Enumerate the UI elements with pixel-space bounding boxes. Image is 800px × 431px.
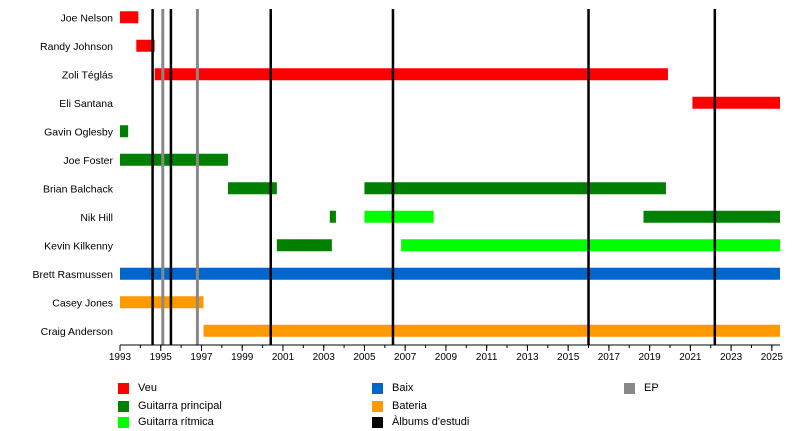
bar-gavin-oglesby-lead-guitar <box>120 125 129 138</box>
x-tick-label-2003: 2003 <box>313 352 336 363</box>
x-tick-label-1995: 1995 <box>150 352 173 363</box>
member-label-brian-balchack: Brian Balchack <box>43 183 114 195</box>
legend-swatch-vocals <box>118 383 129 394</box>
member-label-craig-anderson: Craig Anderson <box>41 326 114 338</box>
legend-swatch-bass <box>372 383 383 394</box>
bar-zoli-teglas-vocals <box>154 68 668 81</box>
bar-craig-anderson-drums <box>203 324 780 337</box>
member-label-joe-nelson: Joe Nelson <box>60 12 113 24</box>
legend-label-vocals: Veu <box>138 382 157 394</box>
legend-swatch-ep <box>624 383 635 394</box>
member-label-gavin-oglesby: Gavin Oglesby <box>44 126 114 138</box>
member-label-kevin-kilkenny: Kevin Kilkenny <box>44 240 114 252</box>
timeline-chart: Joe Nelson Randy Johnson Zoli Téglás Eli Sa… <box>32 9 784 363</box>
bar-brett-rasmussen-bass <box>120 267 780 280</box>
x-tick-label-2011: 2011 <box>476 352 498 363</box>
legend-swatch-rhythm-guitar <box>118 417 129 428</box>
x-tick-label-2009: 2009 <box>435 352 458 363</box>
x-tick-label-1999: 1999 <box>231 352 254 363</box>
member-label-randy-johnson: Randy Johnson <box>40 41 113 53</box>
x-tick-label-2025: 2025 <box>761 352 784 363</box>
bar-eli-santana-vocals <box>692 96 780 109</box>
x-tick-label-2019: 2019 <box>639 352 662 363</box>
member-label-nik-hill: Nik Hill <box>80 212 113 224</box>
x-tick-label-2021: 2021 <box>679 352 702 363</box>
member-label-zoli-teglas: Zoli Téglás <box>62 69 113 81</box>
x-tick-label-2023: 2023 <box>720 352 743 363</box>
x-tick-label-2015: 2015 <box>557 352 580 363</box>
legend-label-ep: EP <box>644 382 659 394</box>
member-label-brett-rasmussen: Brett Rasmussen <box>32 269 113 281</box>
bar-joe-foster-lead-guitar <box>120 153 228 166</box>
member-label-casey-jones: Casey Jones <box>52 297 113 309</box>
bar-brian-balchack-lead-guitar <box>227 182 277 195</box>
legend-label-studio-albums: Àlbums d'estudi <box>392 416 470 428</box>
legend-label-lead-guitar: Guitarra principal <box>138 400 222 412</box>
bar-kevin-kilkenny-lead-guitar <box>276 239 332 252</box>
legend-label-rhythm-guitar: Guitarra rítmica <box>138 416 214 428</box>
bar-randy-johnson-vocals <box>136 39 155 52</box>
x-tick-label-2001: 2001 <box>272 352 295 363</box>
bar-nik-hill-lead-guitar <box>643 210 780 223</box>
legend-swatch-studio-albums <box>372 417 383 428</box>
legend-swatch-drums <box>372 401 383 412</box>
x-tick-label-2013: 2013 <box>516 352 539 363</box>
bar-brian-balchack-lead-guitar <box>364 182 666 195</box>
bar-kevin-kilkenny-rhythm-guitar <box>401 239 780 252</box>
member-label-eli-santana: Eli Santana <box>59 98 113 110</box>
x-tick-label-2005: 2005 <box>353 352 376 363</box>
legend-swatch-lead-guitar <box>118 401 129 412</box>
bar-nik-hill-lead-guitar <box>329 210 336 223</box>
legend-label-drums: Bateria <box>392 400 427 412</box>
x-tick-label-1993: 1993 <box>109 352 132 363</box>
x-tick-label-1997: 1997 <box>190 352 213 363</box>
legend-label-bass: Baix <box>392 382 414 394</box>
x-tick-label-2017: 2017 <box>598 352 621 363</box>
x-tick-label-2007: 2007 <box>394 352 417 363</box>
member-label-joe-foster: Joe Foster <box>63 155 113 167</box>
bar-joe-nelson-vocals <box>120 11 139 24</box>
bar-nik-hill-rhythm-guitar <box>364 210 434 223</box>
